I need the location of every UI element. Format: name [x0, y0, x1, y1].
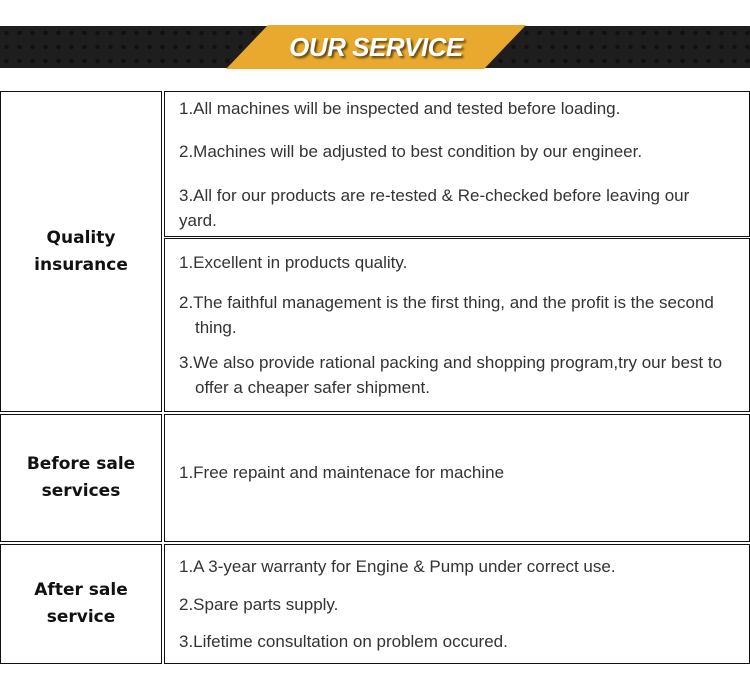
list-item: 2.Spare parts supply. — [179, 595, 339, 614]
section-label-before-sale: Before sale services — [0, 414, 162, 542]
section-label-quality: Quality insurance — [0, 91, 162, 412]
list-item: 1.All machines will be inspected and tes… — [179, 99, 621, 118]
list-item: 1.Free repaint and maintenace for machin… — [179, 463, 505, 482]
list-item: 1.A 3-year warranty for Engine & Pump un… — [179, 557, 616, 576]
list-item: 3.All for our products are re-tested & R… — [179, 186, 690, 230]
label-text: Quality insurance — [34, 227, 128, 275]
banner-badge — [226, 25, 526, 69]
section-label-after-sale: After sale service — [0, 544, 162, 664]
list-item: 2.The faithful management is the first t… — [179, 293, 714, 337]
banner-title: OUR SERVICE — [289, 32, 463, 62]
label-text: After sale service — [34, 580, 128, 627]
list-item: 2.Machines will be adjusted to best cond… — [179, 142, 643, 161]
list-item: 1.Excellent in products quality. — [179, 253, 408, 272]
list-item: 3.We also provide rational packing and s… — [179, 353, 723, 397]
label-text: Before sale services — [26, 454, 136, 501]
list-item: 3.Lifetime consultation on problem occur… — [179, 632, 508, 651]
